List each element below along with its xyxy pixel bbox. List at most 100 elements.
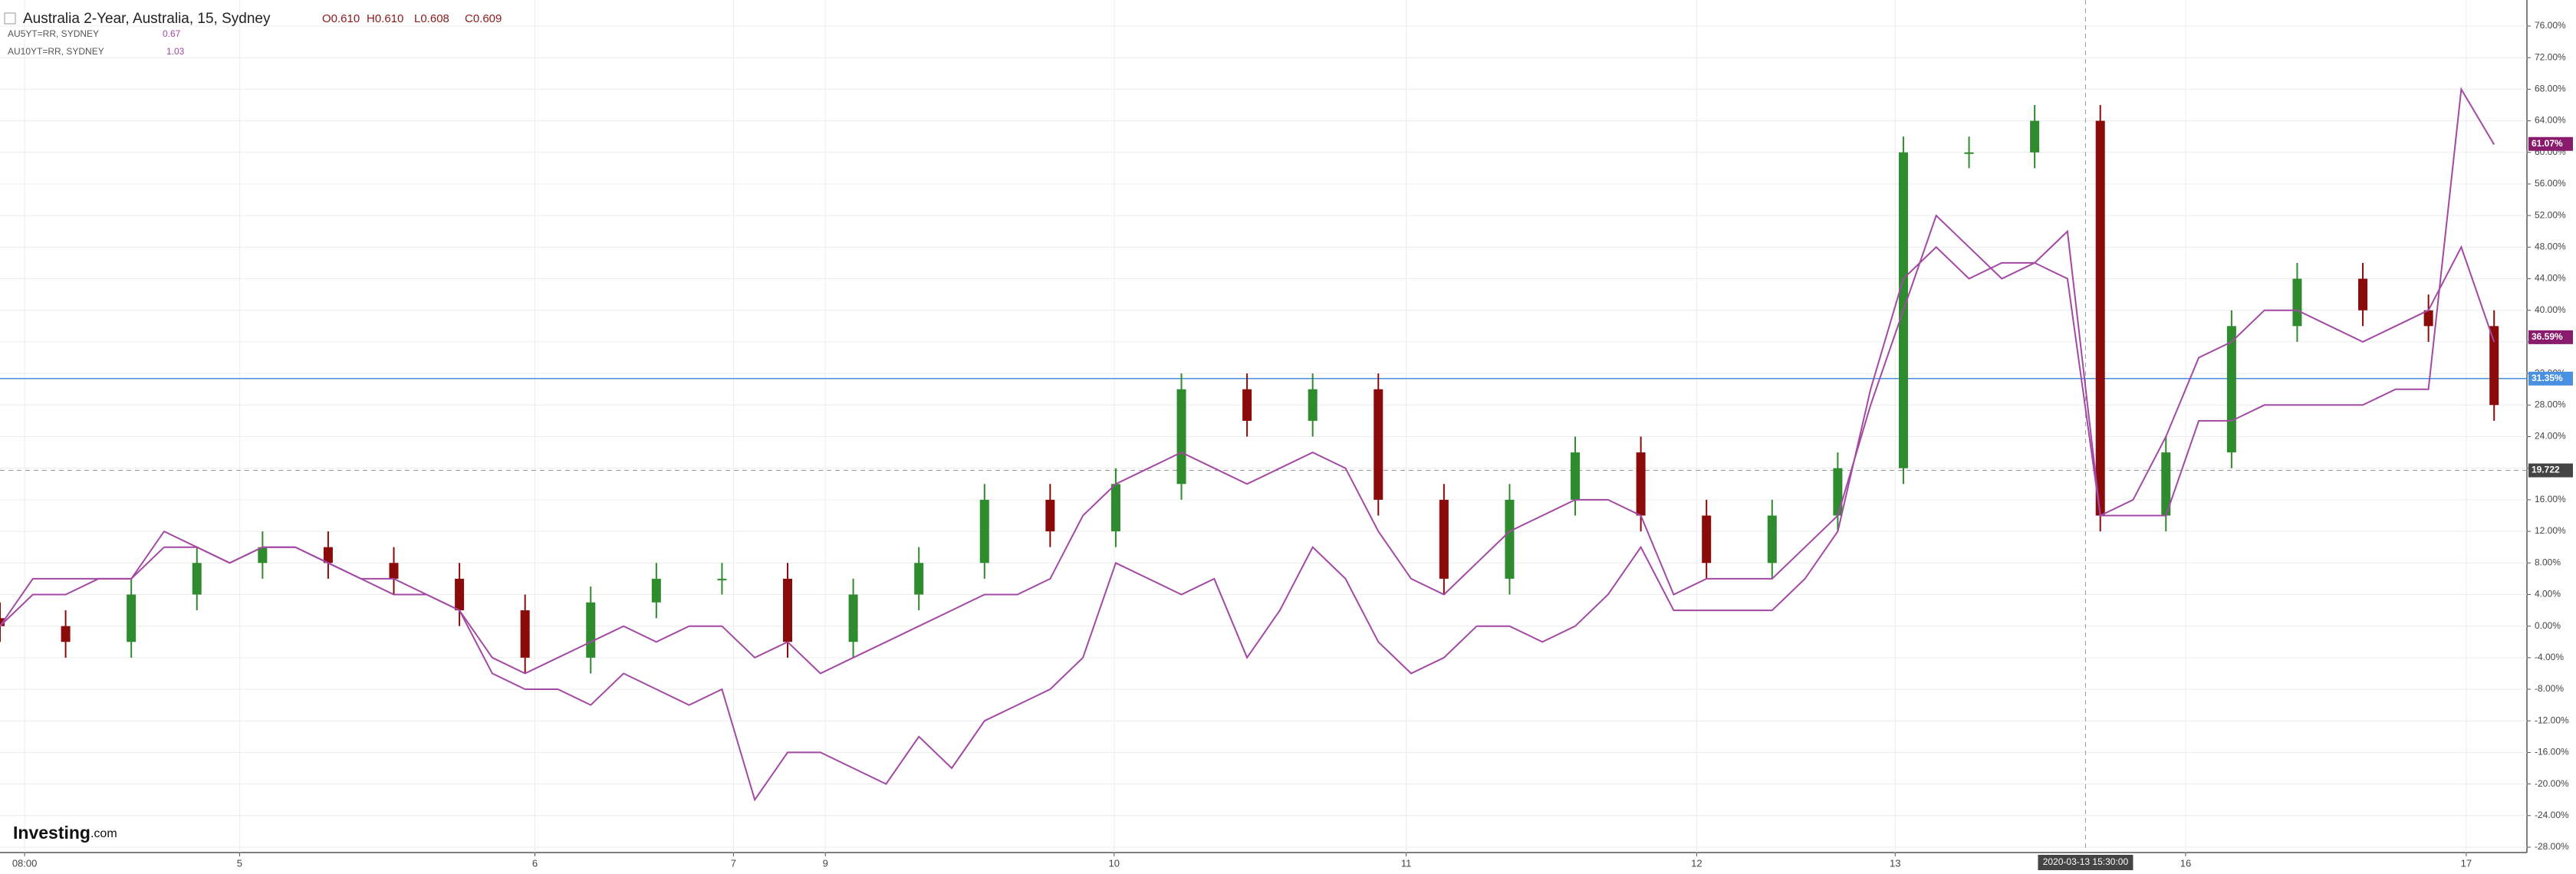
crosshair-x-label-bg	[2038, 855, 2134, 870]
legend-name: AU5YT=RR, SYDNEY	[8, 28, 99, 39]
x-tick-label: 17	[2461, 857, 2472, 869]
price-line-label-bg	[2528, 371, 2573, 386]
candle-body	[1176, 389, 1186, 485]
price-label-bg	[2528, 136, 2573, 151]
y-tick-label: -20.00%	[2535, 778, 2569, 789]
candle-body	[1833, 468, 1843, 516]
candle-body	[1636, 452, 1646, 516]
legend-name: AU10YT=RR, SYDNEY	[8, 46, 104, 57]
price-line-label: 31.35%	[2532, 373, 2563, 383]
candle-body	[848, 594, 858, 642]
x-tick-label: 11	[1401, 857, 1412, 869]
price-label: 61.07%	[2532, 138, 2563, 149]
y-tick-label: 76.00%	[2535, 20, 2566, 31]
y-tick-label: -28.00%	[2535, 841, 2569, 852]
y-tick-label: 12.00%	[2535, 525, 2566, 536]
candle-body	[914, 563, 924, 595]
candle-body	[2358, 278, 2368, 310]
candle-body	[389, 563, 399, 579]
price-label: 36.59%	[2532, 331, 2563, 342]
crosshair-y-label: 19.722	[2532, 465, 2560, 475]
y-tick-label: 52.00%	[2535, 209, 2566, 220]
x-tick-label: 6	[532, 857, 538, 869]
y-tick-label: 56.00%	[2535, 178, 2566, 189]
candle-body	[979, 499, 989, 564]
candle-body	[2161, 452, 2171, 516]
logo-suffix: .com	[90, 827, 117, 840]
y-tick-label: 0.00%	[2535, 620, 2561, 631]
y-tick-label: 48.00%	[2535, 242, 2566, 252]
y-tick-label: 24.00%	[2535, 431, 2566, 442]
candle-body	[586, 602, 596, 658]
candle-body	[1767, 515, 1777, 564]
ohlc-value: H0.610	[367, 12, 403, 25]
candle-body	[2226, 326, 2236, 453]
crosshair-x-label: 2020-03-13 15:30:00	[2043, 856, 2129, 867]
legend-value: 0.67	[163, 28, 181, 39]
y-tick-label: -8.00%	[2535, 683, 2564, 694]
candle-body	[2423, 310, 2433, 327]
candle-body	[61, 626, 71, 642]
candle-body	[1242, 389, 1252, 421]
candle-body	[1110, 484, 1120, 532]
y-tick-label: 68.00%	[2535, 84, 2566, 94]
y-tick-label: 72.00%	[2535, 51, 2566, 62]
x-tick-label: 10	[1109, 857, 1120, 869]
y-tick-label: 4.00%	[2535, 589, 2561, 600]
x-tick-label: 5	[237, 857, 242, 869]
crosshair-y-label-bg	[2528, 463, 2573, 478]
ohlc-value: C0.609	[465, 12, 502, 25]
plot	[0, 87, 2499, 802]
x-tick-label: 16	[2180, 857, 2191, 869]
logo: Investing.com	[13, 823, 117, 843]
y-tick-label: -24.00%	[2535, 810, 2569, 820]
candle-body	[192, 563, 202, 595]
x-tick-label: 08:00	[12, 857, 38, 869]
candle-body	[2489, 326, 2499, 406]
candle-body	[1045, 499, 1055, 532]
candle-body	[2292, 278, 2302, 327]
ohlc-value: L0.608	[414, 12, 449, 25]
y-tick-label: 28.00%	[2535, 399, 2566, 409]
x-tick-label: 9	[823, 857, 828, 869]
candle-body	[717, 578, 727, 580]
candle-body	[783, 578, 793, 642]
y-tick-label: -12.00%	[2535, 715, 2569, 725]
grid	[0, 0, 2531, 856]
candle-body	[1964, 152, 1974, 154]
x-tick-label: 13	[1890, 857, 1900, 869]
candle-body	[1439, 499, 1449, 579]
legend-value: 1.03	[166, 46, 185, 57]
x-tick-label: 7	[731, 857, 736, 869]
candle-body	[1571, 452, 1581, 500]
candle-body	[455, 578, 465, 611]
candle-body	[2095, 120, 2105, 516]
y-tick-label: 44.00%	[2535, 273, 2566, 284]
y-tick-label: -4.00%	[2535, 652, 2564, 662]
candle-body	[1308, 389, 1318, 421]
y-tick-label: 8.00%	[2535, 557, 2561, 567]
candle-body	[323, 547, 333, 564]
y-tick-label: 16.00%	[2535, 494, 2566, 504]
y-tick-label: -16.00%	[2535, 747, 2569, 757]
line-series	[0, 214, 2495, 675]
y-tick-label: 64.00%	[2535, 115, 2566, 126]
candle-body	[2030, 120, 2040, 153]
candle-body	[127, 594, 137, 642]
ohlc-value: O0.610	[322, 12, 360, 25]
candle-body	[1702, 515, 1712, 564]
logo-main: Investing	[13, 823, 90, 843]
x-tick-label: 12	[1691, 857, 1702, 869]
line-series	[0, 87, 2495, 802]
candle-body	[1374, 389, 1383, 500]
candle-body	[651, 578, 661, 603]
y-tick-label: 40.00%	[2535, 304, 2566, 315]
candle-body	[1505, 499, 1515, 579]
price-label-bg	[2528, 330, 2573, 344]
chart-title: Australia 2-Year, Australia, 15, Sydney	[23, 11, 271, 27]
collapse-icon[interactable]	[4, 12, 16, 25]
candle-body	[520, 610, 530, 658]
candle-body	[258, 547, 268, 564]
